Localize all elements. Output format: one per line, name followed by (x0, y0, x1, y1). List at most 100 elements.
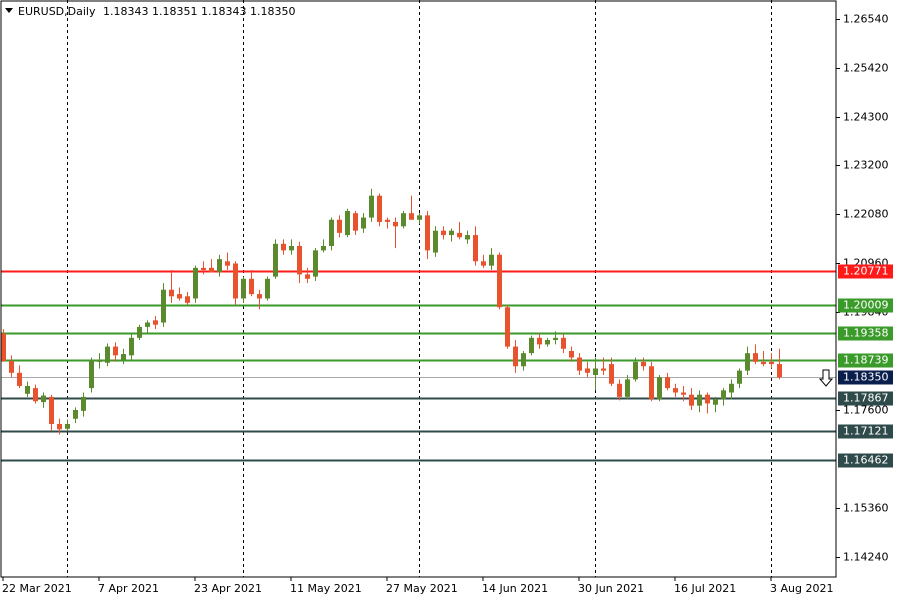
candle-body (617, 383, 622, 397)
candle-body (33, 388, 38, 402)
level-label: 1.18350 (843, 371, 889, 384)
level-label-box (838, 326, 893, 341)
level-label-box (838, 298, 893, 313)
level-label: 1.20771 (843, 265, 889, 278)
candle-body (49, 396, 54, 425)
candle-body (409, 213, 414, 220)
boxes-layer: 1.20771 1.20009 1.19358 1.18739 1.17867 1.171… (838, 264, 893, 468)
candle-body (641, 361, 646, 367)
candle-body (665, 377, 670, 389)
level-label: 1.20009 (843, 299, 889, 312)
candle-body (697, 394, 702, 406)
grid-layer (67, 0, 772, 577)
x-tick-label: 23 Apr 2021 (194, 582, 262, 595)
candle-body (337, 219, 342, 233)
candle-body (201, 267, 206, 271)
candle-body (65, 424, 70, 429)
candle-body (321, 245, 326, 251)
candle-body (225, 261, 230, 266)
candle-body (433, 230, 438, 253)
candle-body (417, 215, 422, 220)
candle-body (289, 245, 294, 251)
candle-body (41, 395, 46, 403)
candle-body (25, 385, 30, 394)
candle-body (737, 370, 742, 384)
candle-body (113, 346, 118, 356)
candle-body (593, 368, 598, 376)
candle-body (345, 210, 350, 236)
candle-body (377, 195, 382, 222)
header-triangle (5, 8, 13, 13)
level-label: 1.17867 (843, 392, 889, 405)
level-label: 1.19358 (843, 327, 889, 340)
candle-body (393, 221, 398, 227)
quote-label: 1.18343 1.18351 1.18343 1.18350 (103, 5, 295, 18)
candle-body (449, 230, 454, 236)
x-tick-label: 14 Jun 2021 (482, 582, 548, 595)
candle-body (761, 361, 766, 365)
candle-body (705, 394, 710, 404)
candle-body (233, 263, 238, 299)
candle-body (329, 219, 334, 246)
candle-body (353, 213, 358, 231)
candle-body (385, 219, 390, 222)
candle-body (673, 388, 678, 393)
candle-body (257, 294, 262, 299)
candle-body (97, 359, 102, 362)
candle-body (529, 337, 534, 354)
candle-body (425, 215, 430, 251)
candle-body (777, 364, 782, 378)
candle-body (681, 392, 686, 395)
candle-body (265, 278, 270, 299)
candle-body (297, 245, 302, 275)
level-label: 1.16462 (843, 454, 889, 467)
candle-body (89, 360, 94, 389)
x-tick-label: 7 Apr 2021 (98, 582, 159, 595)
level-label: 1.18739 (843, 354, 889, 367)
sell-arrow (818, 369, 834, 387)
x-tick-label: 16 Jul 2021 (674, 582, 736, 595)
candle-body (497, 254, 502, 308)
candle-body (457, 232, 462, 238)
candle-body (217, 259, 222, 273)
candle-body (721, 390, 726, 400)
candle-body (441, 230, 446, 236)
candle-body (193, 267, 198, 299)
x-tick-label: 22 Mar 2021 (2, 582, 72, 595)
candle-body (73, 410, 78, 419)
candle-body (105, 346, 110, 363)
candle-body (121, 354, 126, 360)
candle-body (169, 289, 174, 297)
levels-layer (1, 270, 836, 462)
x-tick-label: 30 Jun 2021 (578, 582, 644, 595)
candle-body (537, 337, 542, 345)
candle-body (745, 353, 750, 371)
candle-body (249, 278, 254, 295)
candle-body (137, 326, 142, 338)
candle-body (465, 235, 470, 240)
symbol-label: EURUSD,Daily (18, 5, 96, 18)
candle-body (505, 307, 510, 347)
candle-body (625, 379, 630, 397)
candle-body (689, 394, 694, 406)
candle-body (185, 296, 190, 303)
candle-body (481, 261, 486, 266)
level-label-box (838, 264, 893, 279)
candle-body (361, 217, 366, 229)
candle-body (313, 250, 318, 277)
candle-body (545, 340, 550, 345)
candle-body (209, 267, 214, 273)
candle-body (145, 322, 150, 327)
candles-layer (1, 188, 782, 435)
candle-body (17, 372, 22, 386)
y-tick-label: 1.22080 (843, 208, 889, 221)
candle-body (489, 254, 494, 266)
candle-body (585, 368, 590, 373)
y-tick-label: 1.26540 (843, 13, 889, 26)
candle-body (569, 350, 574, 358)
candle-body (1, 333, 6, 362)
y-tick-label: 1.15360 (843, 502, 889, 515)
